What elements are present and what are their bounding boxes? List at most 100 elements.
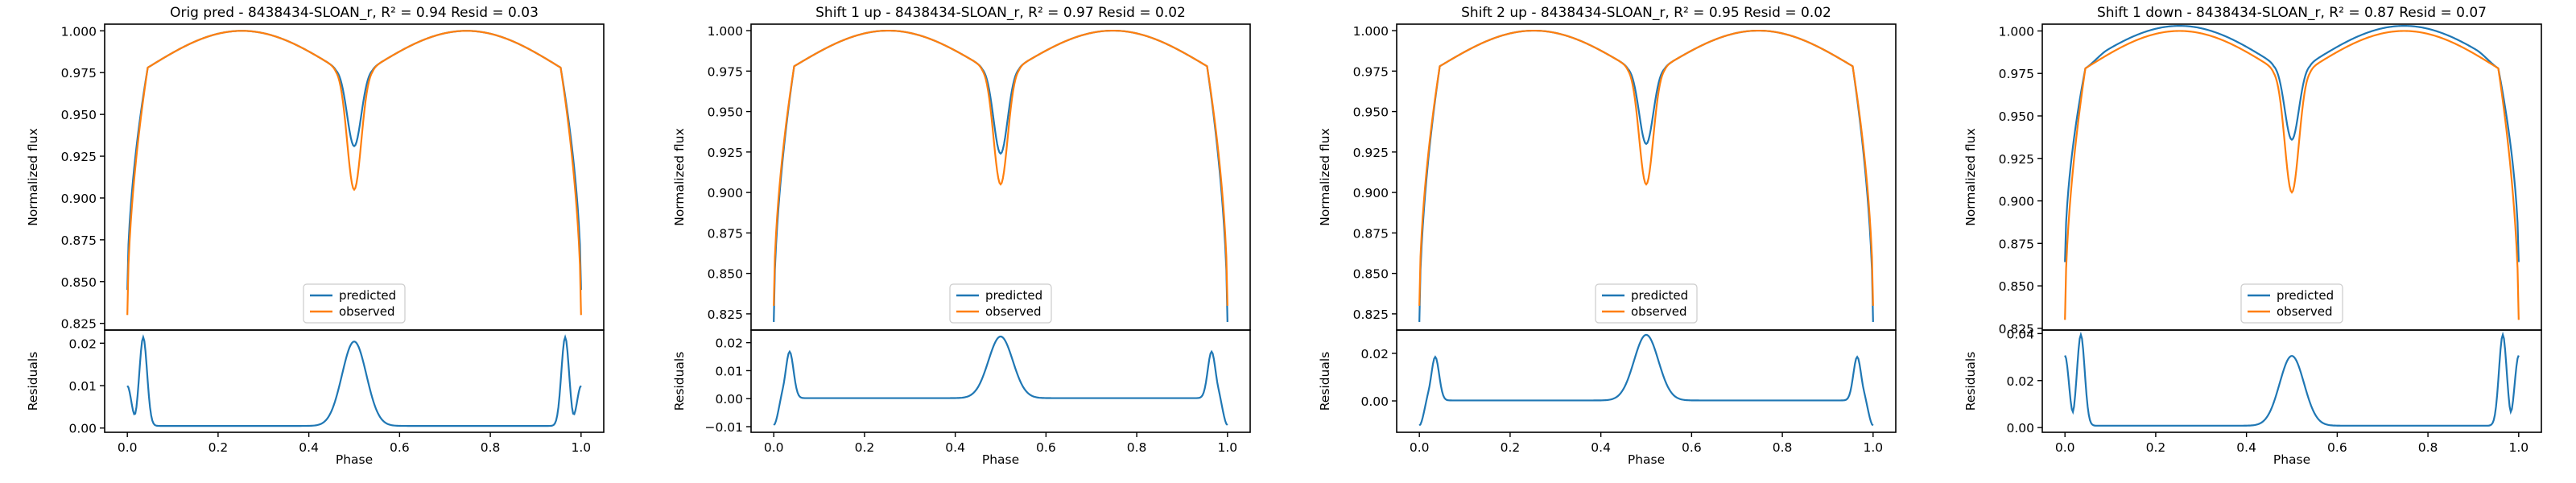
flux-y-tick-label: 0.875 <box>1353 226 1389 241</box>
x-tick-label: 0.0 <box>118 440 138 455</box>
flux-y-tick-label: 0.950 <box>61 108 97 122</box>
x-tick-label: 0.0 <box>1410 440 1430 455</box>
legend-box <box>2240 283 2343 324</box>
x-axis-label: Phase <box>336 452 373 467</box>
residual-y-tick-label: 0.02 <box>715 336 743 351</box>
x-tick-label: 0.8 <box>2418 440 2438 455</box>
residual-y-axis-label: Residuals <box>1963 352 1978 411</box>
residual-y-axis-label: Residuals <box>1318 352 1332 411</box>
residual-axes-frame <box>2041 329 2542 433</box>
flux-y-tick-label: 0.825 <box>1999 322 2034 336</box>
x-tick-label: 0.6 <box>1036 440 1056 455</box>
residual-y-tick-label: −0.01 <box>705 420 744 435</box>
x-tick-label: 0.2 <box>855 440 875 455</box>
x-tick-label: 0.8 <box>1127 440 1147 455</box>
x-tick-label: 0.6 <box>390 440 410 455</box>
flux-y-tick-label: 0.875 <box>708 226 743 241</box>
flux-y-tick-label: 0.850 <box>708 267 743 282</box>
residual-axes-frame <box>1396 329 1897 433</box>
residual-line <box>773 335 1228 426</box>
chart-title: Orig pred - 8438434-SLOAN_r, R² = 0.94 R… <box>170 5 539 21</box>
series-observed-line <box>2064 30 2520 320</box>
x-tick-label: 1.0 <box>571 440 591 455</box>
residual-y-tick-label: 0.00 <box>68 422 97 436</box>
flux-y-tick-label: 0.900 <box>1353 186 1389 200</box>
residual-y-tick-label: 0.01 <box>68 379 97 394</box>
x-tick-label: 1.0 <box>1863 440 1883 455</box>
flux-y-tick-label: 0.975 <box>61 66 97 80</box>
x-tick-label: 0.0 <box>764 440 784 455</box>
chart-title: Shift 1 up - 8438434-SLOAN_r, R² = 0.97 … <box>815 5 1186 21</box>
residual-y-tick-label: 0.01 <box>715 364 743 378</box>
flux-y-tick-label: 0.975 <box>708 64 743 79</box>
flux-y-tick-label: 0.950 <box>1353 105 1389 120</box>
residual-y-tick-label: 0.02 <box>68 336 97 351</box>
flux-y-tick-label: 0.975 <box>1353 64 1389 79</box>
series-predicted-line <box>773 29 1228 322</box>
legend-label-predicted: predicted <box>339 288 396 303</box>
x-tick-label: 1.0 <box>1217 440 1237 455</box>
x-tick-label: 0.2 <box>2146 440 2166 455</box>
x-tick-label: 1.0 <box>2508 440 2529 455</box>
flux-y-tick-label: 1.000 <box>1999 24 2034 39</box>
series-predicted-line <box>126 30 582 291</box>
flux-y-tick-label: 0.875 <box>61 233 97 248</box>
x-tick-label: 0.0 <box>2055 440 2075 455</box>
flux-y-tick-label: 0.850 <box>61 275 97 290</box>
flux-y-tick-label: 0.900 <box>708 186 743 200</box>
flux-y-axis-label: Normalized flux <box>672 128 687 226</box>
flux-y-tick-label: 0.825 <box>61 317 97 332</box>
flux-y-tick-label: 1.000 <box>1353 24 1389 39</box>
series-observed-line <box>126 30 582 316</box>
residual-line <box>126 334 582 427</box>
panel-4: Shift 1 down - 8438434-SLOAN_r, R² = 0.8… <box>1963 5 2542 467</box>
flux-y-tick-label: 0.925 <box>61 150 97 164</box>
x-axis-label: Phase <box>2273 452 2310 467</box>
legend-label-predicted: predicted <box>2277 288 2334 303</box>
x-tick-label: 0.4 <box>945 440 965 455</box>
flux-y-tick-label: 0.925 <box>1353 146 1389 160</box>
chart-title: Shift 1 down - 8438434-SLOAN_r, R² = 0.8… <box>2097 5 2487 21</box>
series-predicted-line <box>1418 29 1874 322</box>
flux-y-axis-label: Normalized flux <box>1318 128 1332 226</box>
flux-y-tick-label: 0.825 <box>1353 308 1389 322</box>
flux-y-axis-label: Normalized flux <box>1963 128 1978 226</box>
flux-y-axis-label: Normalized flux <box>26 128 40 226</box>
flux-y-tick-label: 0.950 <box>708 105 743 120</box>
residual-y-tick-label: 0.02 <box>2006 374 2034 389</box>
flux-y-tick-label: 0.850 <box>1353 267 1389 282</box>
x-tick-label: 0.4 <box>2236 440 2256 455</box>
residual-axes-frame <box>750 329 1251 433</box>
flux-y-tick-label: 0.850 <box>1999 279 2034 294</box>
panel-1: Orig pred - 8438434-SLOAN_r, R² = 0.94 R… <box>26 5 605 467</box>
legend-label-predicted: predicted <box>1631 288 1688 303</box>
x-tick-label: 0.6 <box>2327 440 2347 455</box>
x-tick-label: 0.6 <box>1682 440 1702 455</box>
residual-y-tick-label: 0.04 <box>2006 327 2034 341</box>
flux-y-tick-label: 0.900 <box>1999 195 2034 209</box>
x-tick-label: 0.4 <box>299 440 319 455</box>
panel-3: Shift 2 up - 8438434-SLOAN_r, R² = 0.95 … <box>1318 5 1897 467</box>
series-observed-line <box>773 29 1228 306</box>
x-tick-label: 0.2 <box>1501 440 1521 455</box>
residual-y-tick-label: 0.02 <box>1360 347 1389 361</box>
residual-y-tick-label: 0.00 <box>1360 394 1389 409</box>
x-axis-label: Phase <box>1628 452 1665 467</box>
legend-label-observed: observed <box>1631 304 1687 319</box>
x-tick-label: 0.8 <box>481 440 501 455</box>
legend-box <box>1595 283 1698 324</box>
residual-y-axis-label: Residuals <box>26 352 40 411</box>
flux-y-tick-label: 0.925 <box>1999 152 2034 167</box>
residual-y-tick-label: 0.00 <box>2006 421 2034 436</box>
x-tick-label: 0.2 <box>208 440 229 455</box>
residual-line <box>1418 333 1874 427</box>
x-tick-label: 0.8 <box>1773 440 1793 455</box>
flux-y-tick-label: 1.000 <box>61 24 97 39</box>
flux-y-tick-label: 0.925 <box>708 146 743 160</box>
residual-y-tick-label: 0.00 <box>715 392 743 407</box>
legend-box <box>949 283 1052 324</box>
series-observed-line <box>1418 29 1874 306</box>
x-axis-label: Phase <box>982 452 1019 467</box>
flux-y-tick-label: 0.825 <box>708 308 743 322</box>
